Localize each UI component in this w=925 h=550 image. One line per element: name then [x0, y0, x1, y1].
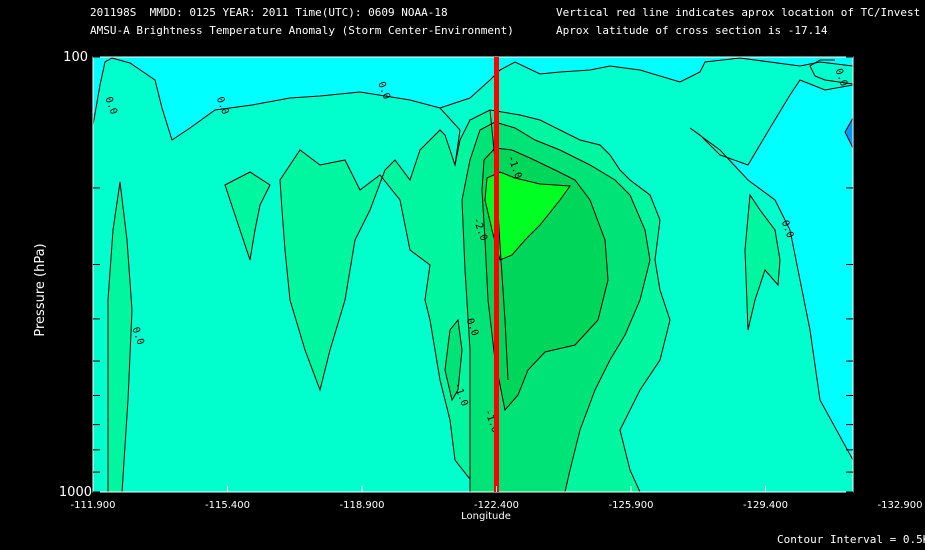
header-note-line1: Vertical red line indicates aprox locati… — [556, 6, 921, 19]
y-tick-label-top: 100 — [63, 50, 88, 65]
x-tick-label: -122.400 — [474, 500, 519, 511]
x-tick-label: -125.900 — [609, 500, 654, 511]
contour-line — [439, 107, 461, 166]
x-tick-label: -129.400 — [743, 500, 788, 511]
x-axis-label: Longitude — [461, 511, 511, 522]
x-tick-label: -115.400 — [205, 500, 250, 511]
x-tick-label: -111.900 — [71, 500, 116, 511]
header-note-line2: Aprox latitude of cross section is -17.1… — [556, 24, 828, 37]
header-title-line2: AMSU-A Brightness Temperature Anomaly (S… — [90, 24, 514, 37]
plot-frame — [92, 56, 854, 493]
header-title-line1: 201198S MMDD: 0125 YEAR: 2011 Time(UTC):… — [90, 6, 448, 19]
x-axis: -111.900 -115.400 -118.900 -122.400 -125.900… — [71, 486, 923, 511]
contour-interval: Contour Interval = 0.5K — [777, 533, 925, 546]
x-tick-label: -118.900 — [340, 500, 385, 511]
y-axis-label: Pressure (hPa) — [33, 243, 48, 336]
contour-fill — [93, 57, 853, 492]
band-positive-deep — [844, 116, 853, 149]
contour-line — [489, 109, 509, 381]
band-minus-2 — [484, 171, 571, 261]
y-axis — [93, 56, 853, 493]
x-tick-label: -132.900 — [878, 500, 923, 511]
contour-line — [809, 59, 853, 85]
y-tick-label-bottom: 1000 — [59, 485, 92, 500]
